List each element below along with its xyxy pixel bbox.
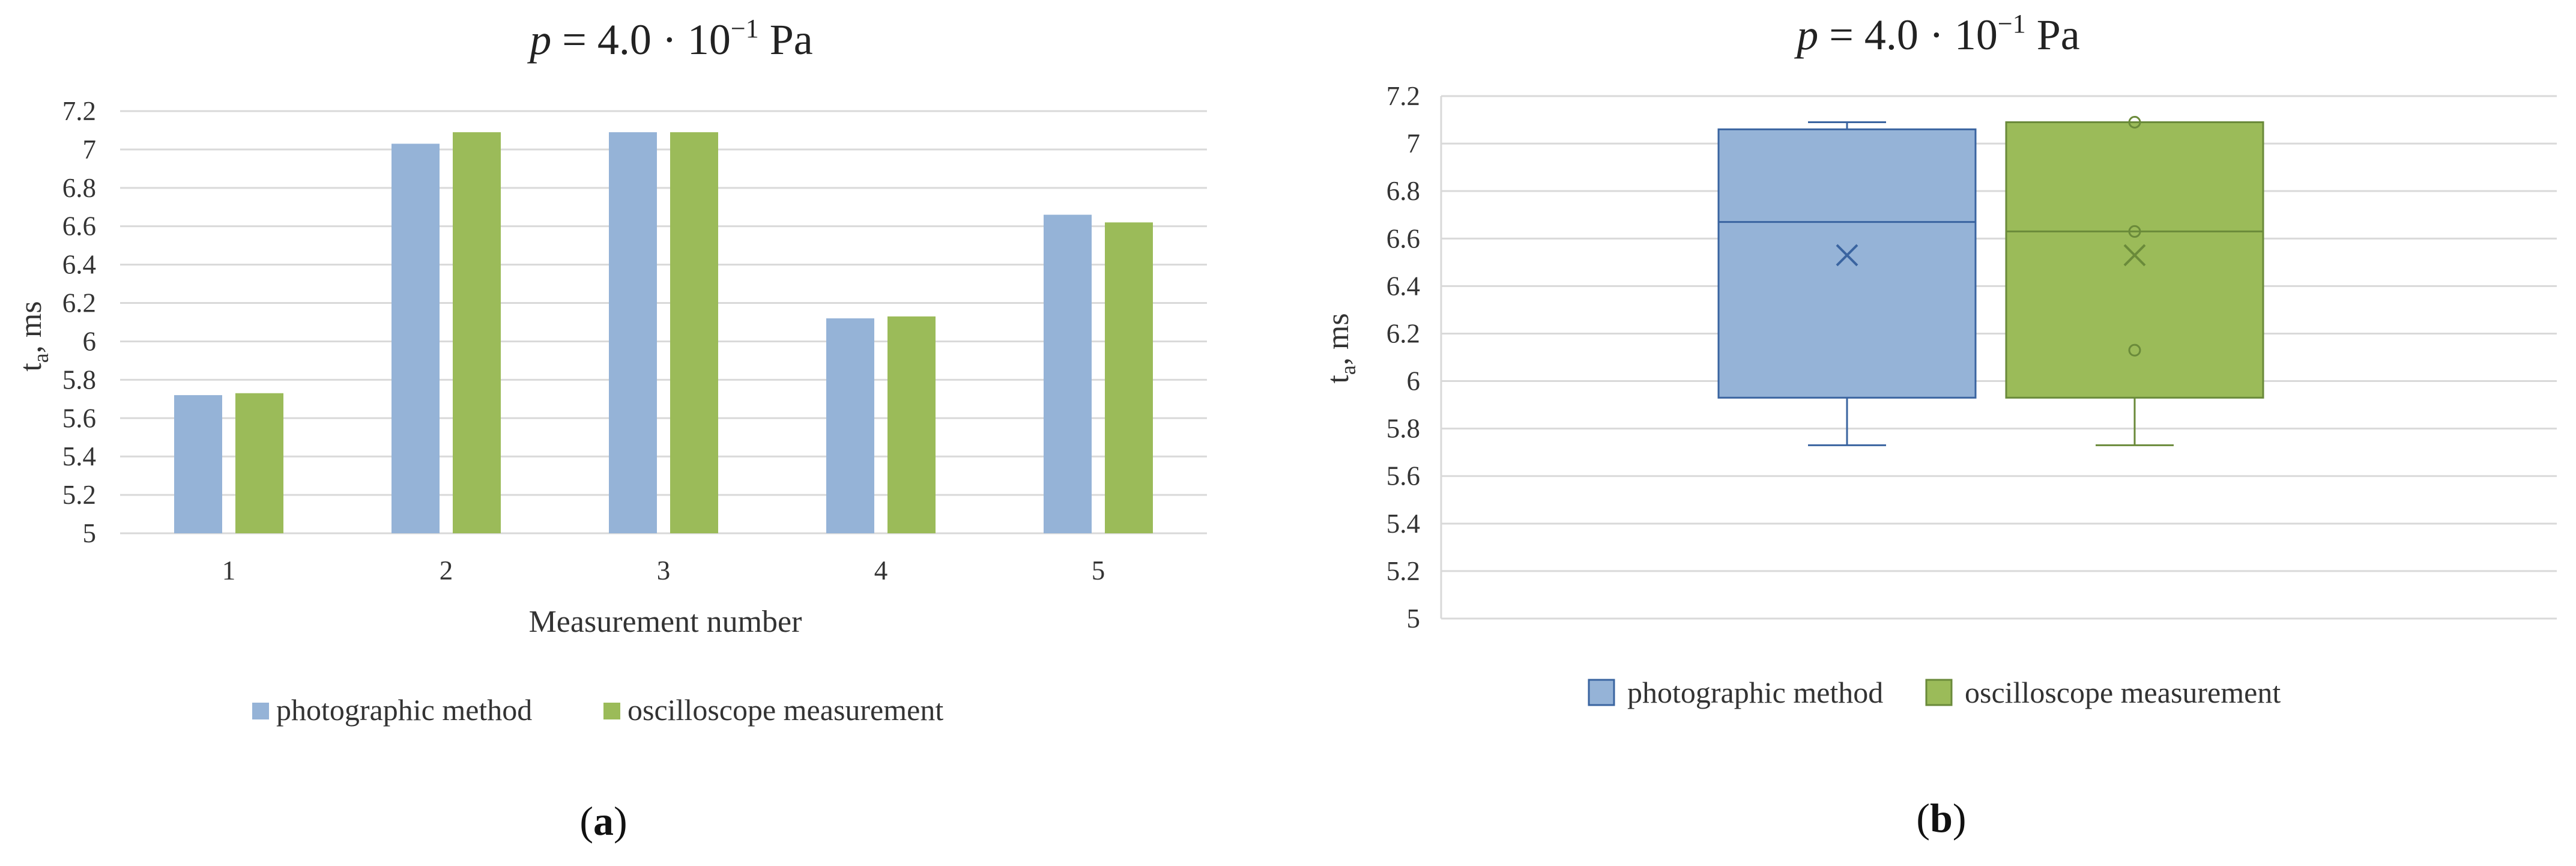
chart-a-gridlines — [120, 110, 1207, 534]
x-tick-label: 2 — [440, 556, 453, 586]
x-tick-label: 5 — [1092, 556, 1105, 586]
y-tick-label: 5.8 — [1386, 414, 1420, 444]
y-tick-label: 5.4 — [1386, 509, 1420, 539]
box-photographic — [1717, 128, 1977, 399]
chart-a-y-axis-title: ta, ms — [14, 301, 53, 371]
y-tick-label: 6.6 — [1386, 223, 1420, 253]
panel-a-caption: (a) — [579, 798, 627, 844]
bar-photographic — [826, 318, 874, 533]
bar-photographic — [1044, 214, 1092, 533]
legend-swatch — [1588, 679, 1615, 706]
chart-b-gridlines — [1440, 95, 2557, 620]
x-tick-label: 1 — [222, 556, 236, 586]
chart-a-bars — [174, 132, 1153, 533]
y-tick-label: 7 — [1407, 129, 1421, 159]
y-tick-label: 5 — [83, 518, 97, 548]
y-tick-label: 7.2 — [62, 96, 96, 126]
chart-b-legend: photographic method oscilloscope measurem… — [1588, 676, 2281, 709]
y-tick-label: 6.8 — [62, 173, 96, 203]
y-tick-label: 6.2 — [62, 288, 96, 318]
y-tick-label: 5.6 — [62, 403, 96, 433]
chart-a-y-tick-labels: 5 5.2 5.4 5.6 5.8 6 6.2 6.4 6.6 6.8 7 7.2 — [62, 96, 96, 548]
y-tick-label: 6.8 — [1386, 176, 1420, 206]
y-tick-label: 5.2 — [1386, 556, 1420, 586]
y-tick-label: 5 — [1407, 604, 1421, 634]
y-tick-label: 5.6 — [1386, 461, 1420, 491]
x-tick-label: 3 — [657, 556, 671, 586]
bar-oscilloscope — [235, 393, 283, 533]
bar-photographic — [609, 132, 657, 533]
chart-b-y-tick-labels: 5 5.2 5.4 5.6 5.8 6 6.2 6.4 6.6 6.8 7 7.2 — [1386, 81, 1420, 634]
chart-b-boxes — [1717, 116, 2264, 446]
mean-marker-photographic — [1836, 244, 1858, 267]
bar-chart-panel: p = 4.0 · 10−1 Pa 5 5.2 5.4 5.6 5.8 6 6.2 6.4 6.… — [14, 14, 1207, 844]
bar-oscilloscope — [670, 132, 718, 533]
legend-swatch — [603, 703, 620, 719]
legend-label: photographic method — [276, 693, 532, 727]
legend-label: oscilloscope measurement — [627, 693, 943, 727]
y-tick-label: 6.4 — [62, 250, 96, 280]
panel-b-caption: (b) — [1916, 795, 1966, 841]
y-tick-label: 5.8 — [62, 365, 96, 395]
box-plot-panel: p = 4.0 · 10−1 Pa 5 5.2 5.4 5.6 5.8 6 6.2 6.4 6.… — [1321, 9, 2557, 841]
chart-a-legend: photographic method oscilloscope measurem… — [252, 693, 943, 727]
legend-label: photographic method — [1627, 676, 1883, 709]
y-tick-label: 7 — [83, 135, 97, 165]
box-oscilloscope — [2005, 121, 2264, 399]
y-tick-label: 6.4 — [1386, 271, 1420, 301]
chart-a-x-axis-title: Measurement number — [529, 605, 802, 639]
chart-b-y-axis-title: ta, ms — [1321, 313, 1360, 383]
y-tick-label: 6 — [83, 326, 97, 356]
legend-swatch — [1925, 679, 1953, 706]
y-tick-label: 6 — [1407, 366, 1421, 396]
bar-oscilloscope — [1105, 222, 1153, 533]
y-tick-label: 6.2 — [1386, 318, 1420, 348]
bar-photographic — [174, 395, 222, 533]
bar-oscilloscope — [887, 316, 936, 533]
data-point-oscilloscope — [2128, 225, 2141, 238]
mean-marker-oscilloscope — [2123, 244, 2146, 267]
y-tick-label: 5.4 — [62, 441, 96, 471]
x-tick-label: 4 — [874, 556, 888, 586]
data-point-oscilloscope — [2128, 344, 2141, 357]
legend-swatch — [252, 703, 269, 719]
chart-a-x-tick-labels: 1 2 3 4 5 — [222, 556, 1105, 586]
y-tick-label: 5.2 — [62, 480, 96, 510]
bar-photographic — [392, 144, 440, 533]
chart-a-title: p = 4.0 · 10−1 Pa — [527, 14, 812, 64]
y-tick-label: 7.2 — [1386, 81, 1420, 111]
bar-oscilloscope — [453, 132, 501, 533]
legend-label: oscilloscope measurement — [1965, 676, 2281, 709]
y-tick-label: 6.6 — [62, 211, 96, 241]
data-point-oscilloscope — [2128, 116, 2141, 129]
chart-b-title: p = 4.0 · 10−1 Pa — [1794, 9, 2079, 59]
